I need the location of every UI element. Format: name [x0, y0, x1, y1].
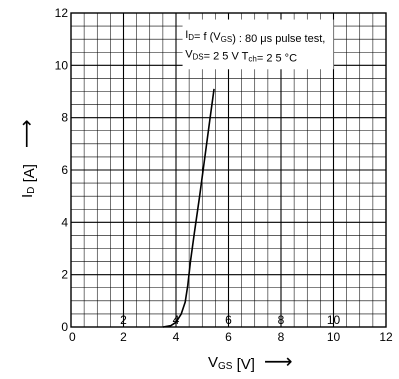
label-text: [V]: [232, 356, 255, 373]
subscript-text: GS: [221, 35, 233, 44]
annotation-line-1: ID= f (VGS) : 80 μs pulse test,: [185, 29, 325, 45]
label-text: = 2 5 °C: [257, 52, 297, 64]
x-tick-label-upper: 6: [225, 313, 232, 327]
label-text: I: [19, 194, 36, 198]
y-tick-label: 12: [55, 6, 69, 20]
y-tick-label: 0: [61, 320, 68, 334]
subscript-text: D: [26, 187, 37, 194]
y-tick-label: 4: [61, 215, 68, 229]
label-text: V: [185, 48, 193, 60]
x-tick-label: 2: [120, 330, 127, 344]
x-tick-label-upper: 8: [278, 313, 285, 327]
x-tick-label-upper: 2: [120, 313, 127, 327]
y-tick-label: 8: [61, 111, 68, 125]
label-text: [A]: [21, 164, 38, 187]
subscript-text: D: [188, 33, 194, 42]
x-tick-labels: 0 2 4 6 8 10 12: [69, 330, 393, 344]
x-tick-label: 6: [225, 330, 232, 344]
x-tick-label-upper: 4: [173, 313, 180, 327]
x-axis-title: VGS [V]: [208, 354, 255, 373]
y-axis-arrow-icon: ⟶: [14, 119, 38, 148]
label-text: = 2 5 V T: [204, 50, 249, 62]
label-text: V: [208, 354, 218, 371]
x-tick-labels-upper: 2 4 6 8 10: [120, 313, 340, 327]
x-tick-label: 8: [278, 330, 285, 344]
y-tick-label: 6: [61, 163, 68, 177]
series: [162, 88, 215, 328]
x-tick-label: 10: [327, 330, 341, 344]
x-tick-label-upper: 10: [327, 313, 341, 327]
y-tick-label: 10: [55, 58, 69, 72]
y-tick-labels: 0 2 4 6 8 10 12: [55, 6, 69, 334]
label-text: = f (V: [194, 31, 221, 43]
annotation-background: [182, 19, 334, 70]
annotation-box: ID= f (VGS) : 80 μs pulse test, VDS= 2 5…: [182, 19, 334, 70]
plot-frame: [70, 12, 387, 328]
y-tick-label: 2: [61, 268, 68, 282]
subscript-text: GS: [218, 361, 233, 372]
y-axis-title: ID [A]: [19, 164, 38, 198]
subscript-text: DS: [193, 52, 204, 61]
x-tick-label: 12: [379, 330, 393, 344]
label-text: I: [185, 29, 188, 41]
series-line: [162, 88, 215, 328]
annotation-line-2: VDS= 2 5 V Tch= 2 5 °C: [185, 48, 297, 64]
x-axis-arrow-icon: ⟶: [264, 349, 293, 373]
y-axis-label: ID [A] ⟶: [14, 119, 38, 198]
label-text: ) : 80 μs pulse test,: [232, 33, 325, 45]
subscript-text: ch: [248, 54, 256, 63]
x-tick-label: 4: [173, 330, 180, 344]
x-tick-label: 0: [69, 330, 76, 344]
x-axis-label: VGS [V] ⟶: [208, 349, 293, 373]
